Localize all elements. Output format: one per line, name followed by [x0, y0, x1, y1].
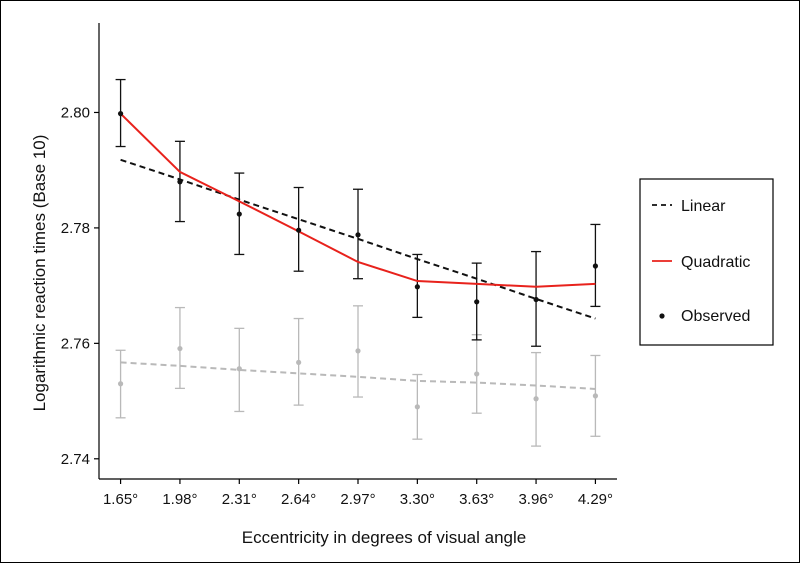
y-axis-title: Logarithmic reaction times (Base 10)	[30, 135, 49, 412]
secondary-observed-point	[117, 381, 124, 387]
primary-quadratic-line	[119, 112, 596, 288]
primary-observed-point	[414, 284, 420, 290]
x-axis-title: Eccentricity in degrees of visual angle	[242, 528, 526, 547]
y-tick-label: 2.80	[61, 104, 90, 121]
secondary-observed-point	[474, 371, 480, 377]
secondary-observed-point	[592, 393, 599, 399]
secondary-observed-point	[414, 404, 420, 410]
secondary-observed-point	[355, 348, 361, 354]
primary-linear-line	[120, 158, 596, 320]
legend-quadratic-label: Quadratic	[681, 254, 750, 271]
x-tick-label: 1.65°	[103, 491, 138, 508]
y-tick-label: 2.76	[61, 335, 90, 352]
x-tick-label: 3.30°	[400, 491, 435, 508]
secondary-observed-point	[533, 396, 539, 402]
y-tick-label: 2.78	[61, 220, 90, 237]
x-tick-label: 3.63°	[459, 491, 494, 508]
legend-observed-label: Observed	[681, 308, 750, 325]
primary-observed-point	[355, 232, 361, 238]
x-tick-label: 1.98°	[162, 491, 197, 508]
primary-observed-point	[592, 263, 599, 269]
x-tick-label: 4.29°	[578, 491, 613, 508]
primary-observed-point	[117, 111, 124, 117]
legend-observed-swatch	[659, 313, 665, 319]
primary-observed-point	[533, 296, 539, 303]
legend: Linear Quadratic Observed	[639, 178, 774, 346]
y-tick-label: 2.74	[61, 451, 90, 468]
primary-observed-point	[296, 227, 302, 233]
primary-observed-point	[236, 211, 242, 217]
secondary-observed-point	[236, 366, 242, 372]
x-tick-label: 2.31°	[222, 491, 257, 508]
secondary-observed-point	[296, 359, 302, 366]
x-tick-label: 2.97°	[340, 491, 375, 508]
x-tick-label: 3.96°	[518, 491, 553, 508]
x-tick-label: 2.64°	[281, 491, 316, 508]
legend-linear-label: Linear	[681, 198, 726, 215]
primary-observed-point	[474, 299, 480, 305]
secondary-observed-point	[177, 345, 183, 352]
primary-observed-point	[177, 179, 183, 185]
